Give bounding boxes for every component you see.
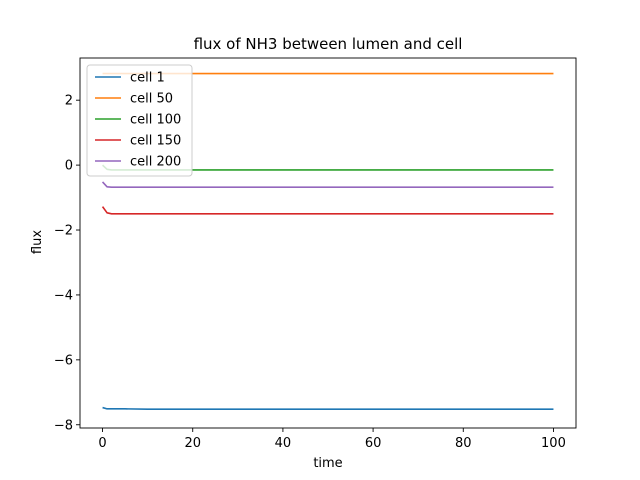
y-axis-label: flux — [30, 230, 45, 254]
axes-frame — [79, 57, 577, 429]
x-tick-label: 0 — [98, 436, 106, 451]
x-tick-label: 80 — [455, 436, 472, 451]
legend-label-cell-100: cell 100 — [130, 113, 181, 128]
chart-title: flux of NH3 between lumen and cell — [194, 35, 463, 53]
x-axis-label: time — [313, 456, 342, 471]
x-tick-label: 100 — [541, 436, 566, 451]
y-tick-label: 2 — [65, 94, 73, 109]
x-tick-label: 40 — [275, 436, 292, 451]
y-tick-label: −8 — [54, 418, 73, 433]
y-tick-label: −4 — [54, 288, 73, 303]
series-line-cell-200 — [101, 181, 554, 188]
legend-label-cell-1: cell 1 — [130, 71, 165, 86]
legend-label-cell-200: cell 200 — [130, 155, 181, 170]
x-tick-label: 60 — [365, 436, 382, 451]
legend-label-cell-150: cell 150 — [130, 134, 181, 149]
y-tick-label: 0 — [65, 159, 73, 174]
legend-box — [86, 64, 193, 177]
legend-label-cell-50: cell 50 — [130, 92, 173, 107]
legend: cell 1 cell 50 cell 100 cell 150 cell 200 — [86, 64, 193, 177]
x-tick-label: 20 — [184, 436, 201, 451]
y-tick-label: −2 — [54, 224, 73, 239]
series-line-cell-1 — [102, 406, 554, 410]
y-tick-label: −6 — [54, 353, 73, 368]
series-line-cell-150 — [101, 206, 554, 215]
